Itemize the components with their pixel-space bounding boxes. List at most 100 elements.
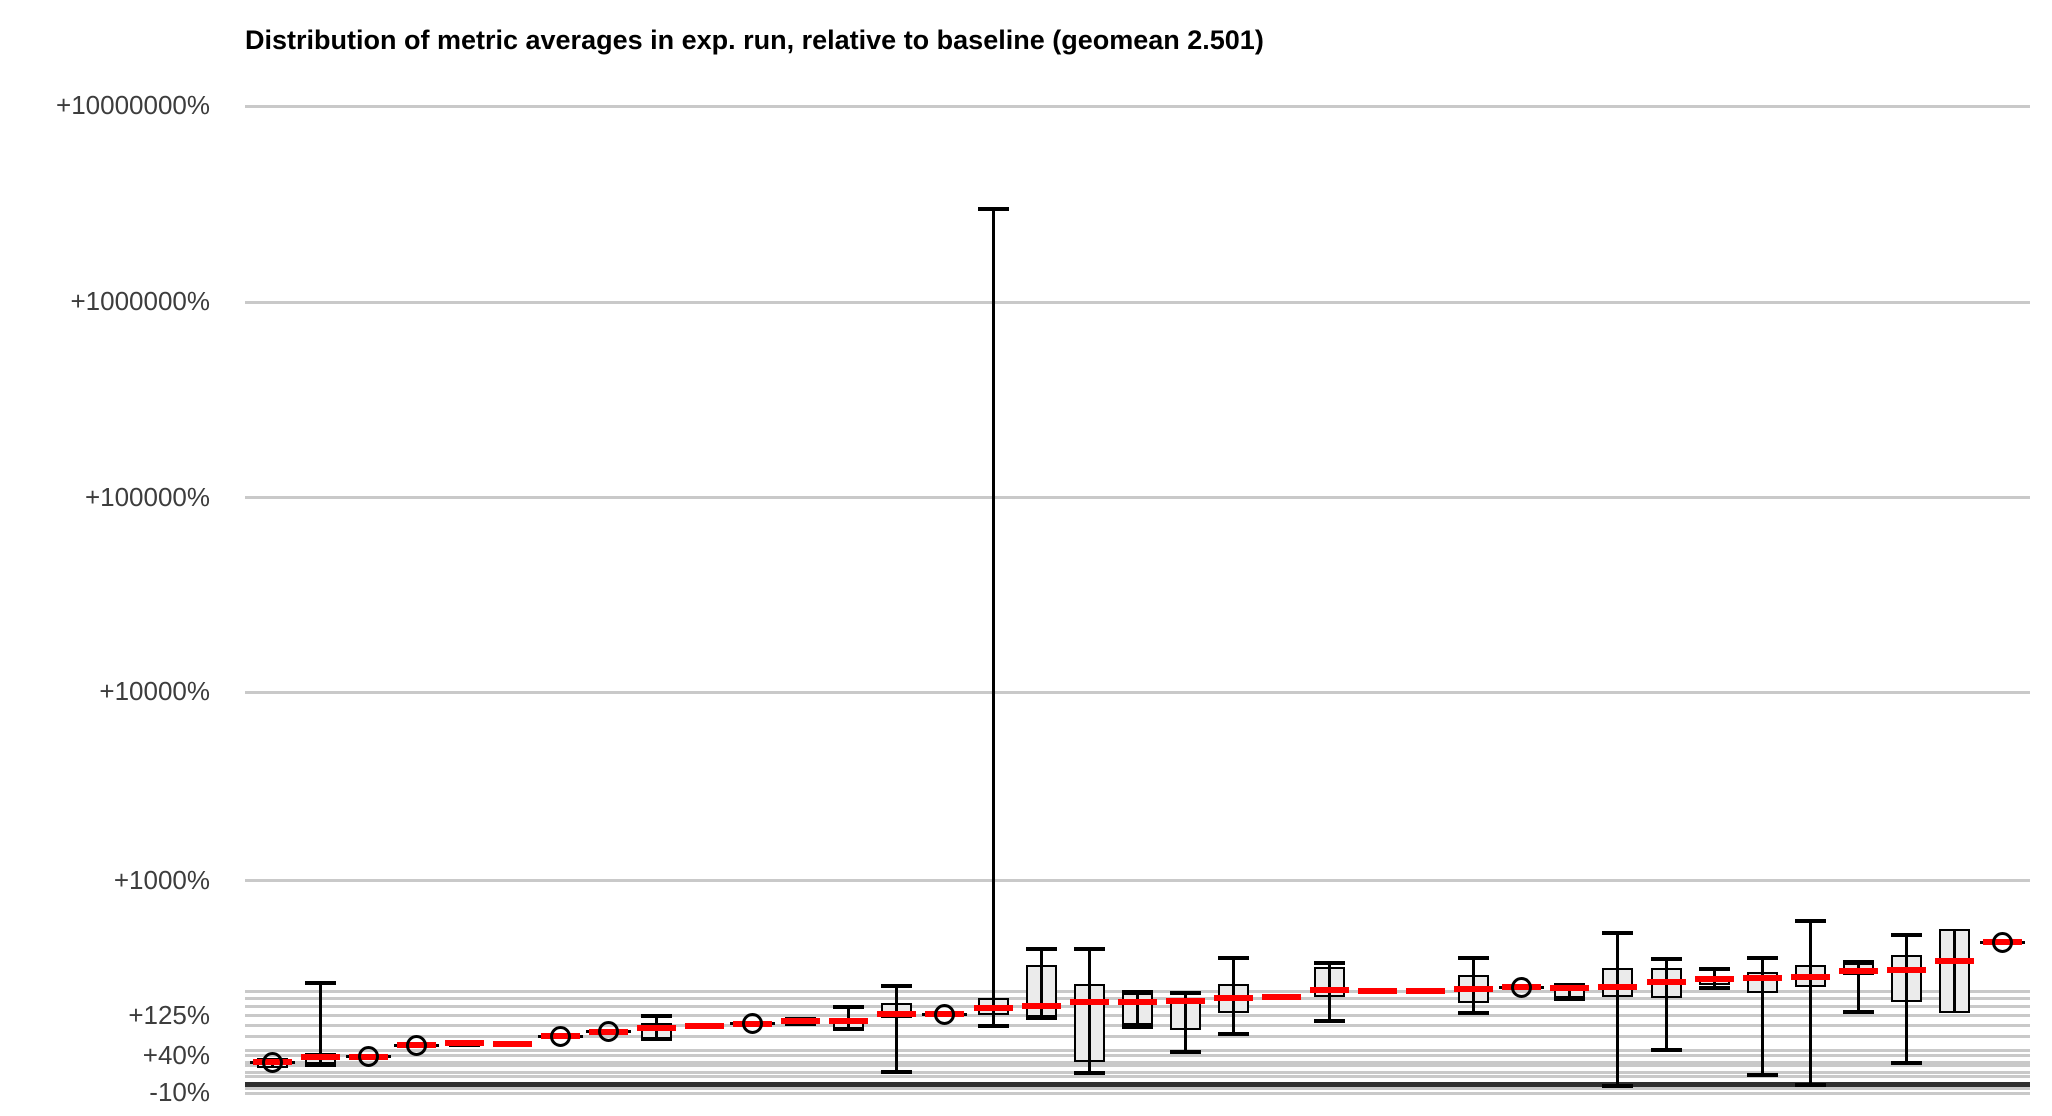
whisker-line bbox=[1616, 933, 1620, 1087]
gridline bbox=[245, 104, 2030, 108]
whisker-cap-upper bbox=[1458, 955, 1490, 960]
gridline bbox=[245, 1064, 2030, 1068]
whisker-cap-lower bbox=[1217, 1032, 1249, 1037]
y-tick-label: +125% bbox=[128, 999, 210, 1030]
median-line bbox=[444, 1039, 484, 1046]
y-tick-label: +10000% bbox=[99, 676, 210, 707]
whisker-cap-lower bbox=[1698, 986, 1730, 991]
whisker-cap-lower bbox=[641, 1037, 673, 1042]
gridline bbox=[245, 1087, 2030, 1091]
median-line bbox=[973, 1005, 1013, 1012]
whisker-line bbox=[1472, 957, 1476, 1013]
whisker-line bbox=[1760, 958, 1764, 1075]
whisker-line bbox=[991, 208, 995, 1027]
whisker-cap-upper bbox=[1698, 967, 1730, 972]
median-line bbox=[1021, 1002, 1061, 1009]
median-line bbox=[781, 1017, 821, 1024]
outlier-circle bbox=[742, 1013, 764, 1035]
whisker-cap-lower bbox=[833, 1026, 865, 1031]
outlier-circle bbox=[597, 1021, 619, 1043]
median-line bbox=[877, 1011, 917, 1018]
whisker-line bbox=[1039, 949, 1043, 1018]
whisker-cap-upper bbox=[304, 981, 336, 986]
whisker-cap-upper bbox=[833, 1005, 865, 1009]
outlier-circle bbox=[405, 1034, 427, 1056]
whisker-cap-upper bbox=[1073, 947, 1105, 952]
median-line bbox=[1310, 987, 1350, 994]
gridline bbox=[245, 1091, 2030, 1095]
median-line bbox=[1742, 974, 1782, 981]
whisker-cap-upper bbox=[1025, 947, 1057, 952]
y-tick-label: +10000000% bbox=[56, 90, 210, 121]
whisker-cap-upper bbox=[1121, 990, 1153, 995]
whisker-cap-upper bbox=[1794, 918, 1826, 923]
whisker-cap-lower bbox=[1121, 1024, 1153, 1029]
y-tick-label: +1000% bbox=[113, 864, 210, 895]
whisker-cap-lower bbox=[1169, 1049, 1201, 1054]
whisker-line bbox=[1856, 962, 1860, 1013]
chart-title: Distribution of metric averages in exp. … bbox=[245, 25, 1264, 55]
whisker-cap-upper bbox=[1842, 960, 1874, 965]
median-line bbox=[492, 1041, 532, 1048]
outlier-circle bbox=[549, 1025, 571, 1047]
outlier-circle bbox=[261, 1051, 283, 1073]
whisker-cap-upper bbox=[977, 206, 1009, 211]
whisker-cap-upper bbox=[1554, 982, 1586, 987]
median-line bbox=[1838, 967, 1878, 974]
gridline bbox=[245, 1048, 2030, 1052]
median-line bbox=[1406, 988, 1446, 995]
whisker-cap-upper bbox=[1890, 933, 1922, 938]
whisker-line bbox=[895, 985, 899, 1072]
median-line bbox=[1069, 999, 1109, 1006]
median-line bbox=[1117, 999, 1157, 1006]
whisker-line bbox=[1664, 959, 1668, 1051]
gridline bbox=[245, 496, 2030, 500]
median-line bbox=[300, 1054, 340, 1061]
baseline-gridline bbox=[245, 1082, 2030, 1087]
y-tick-label: +1000000% bbox=[70, 286, 210, 317]
whisker-line bbox=[1952, 928, 1956, 1014]
median-line bbox=[1598, 984, 1638, 991]
whisker-cap-lower bbox=[1073, 1071, 1105, 1076]
outlier-circle bbox=[1992, 931, 2014, 953]
whisker-cap-lower bbox=[1842, 1010, 1874, 1015]
whisker-cap-lower bbox=[1314, 1019, 1346, 1024]
median-line bbox=[1694, 975, 1734, 982]
median-line bbox=[1213, 994, 1253, 1001]
whisker-cap-upper bbox=[1217, 955, 1249, 960]
outlier-circle bbox=[357, 1046, 379, 1068]
gridline bbox=[245, 690, 2030, 694]
gridline bbox=[245, 1074, 2030, 1078]
median-line bbox=[829, 1017, 869, 1024]
whisker-line bbox=[1568, 984, 1572, 1000]
whisker-cap-lower bbox=[1602, 1084, 1634, 1089]
whisker-cap-lower bbox=[1794, 1082, 1826, 1087]
whisker-cap-upper bbox=[881, 983, 913, 988]
whisker-line bbox=[1904, 935, 1908, 1063]
gridline bbox=[245, 1054, 2030, 1058]
whisker-cap-lower bbox=[1025, 1015, 1057, 1020]
y-tick-label: +40% bbox=[142, 1039, 210, 1070]
median-line bbox=[1454, 986, 1494, 993]
median-line bbox=[637, 1025, 677, 1032]
whisker-cap-upper bbox=[1169, 990, 1201, 995]
gridline bbox=[245, 1035, 2030, 1039]
whisker-cap-upper bbox=[1602, 931, 1634, 935]
median-line bbox=[1934, 958, 1974, 965]
whisker-line bbox=[318, 983, 322, 1065]
whisker-cap-lower bbox=[1650, 1048, 1682, 1053]
whisker-cap-lower bbox=[881, 1069, 913, 1074]
gridline bbox=[245, 1071, 2030, 1075]
gridline bbox=[245, 879, 2030, 883]
whisker-line bbox=[1808, 920, 1812, 1085]
whisker-cap-lower bbox=[977, 1024, 1009, 1029]
median-line bbox=[1790, 973, 1830, 980]
median-line bbox=[1358, 987, 1398, 994]
y-tick-label: -10% bbox=[149, 1077, 210, 1108]
outlier-circle bbox=[1511, 976, 1533, 998]
outlier-circle bbox=[934, 1003, 956, 1025]
whisker-line bbox=[1135, 992, 1139, 1027]
median-line bbox=[1165, 998, 1205, 1005]
median-line bbox=[1886, 966, 1926, 973]
whisker-cap-lower bbox=[1458, 1011, 1490, 1015]
